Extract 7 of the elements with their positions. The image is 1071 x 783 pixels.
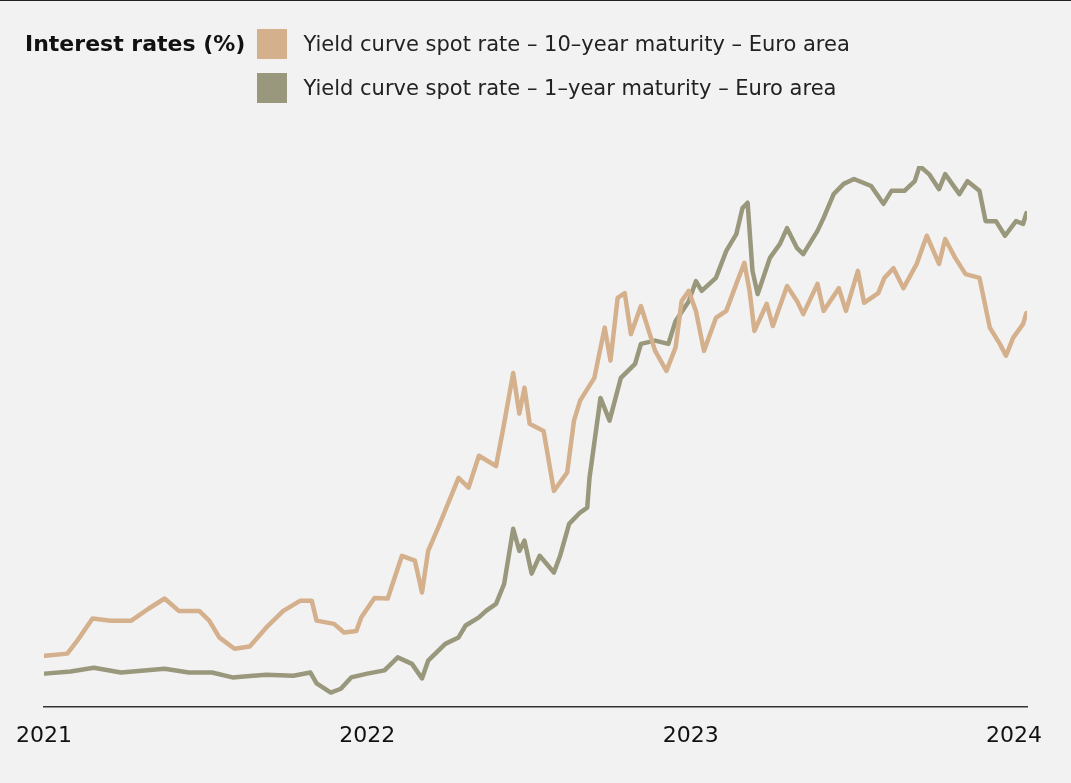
x-tick-label: 2023	[662, 721, 719, 747]
legend-label: Yield curve spot rate – 10–year maturity – Euro area	[303, 31, 850, 58]
chart-title: Interest rates (%)	[25, 30, 246, 58]
x-tick-label: 2024	[986, 721, 1043, 747]
x-tick-label: 2021	[16, 721, 72, 747]
legend-label: Yield curve spot rate – 1–year maturity – Euro area	[303, 75, 837, 102]
x-tick-label: 2022	[339, 721, 396, 747]
